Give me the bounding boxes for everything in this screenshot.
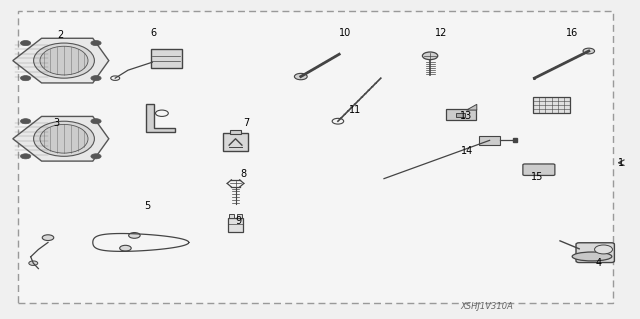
Ellipse shape bbox=[595, 245, 612, 254]
FancyBboxPatch shape bbox=[223, 133, 248, 151]
Polygon shape bbox=[146, 104, 175, 132]
Circle shape bbox=[91, 41, 101, 46]
Text: 9: 9 bbox=[236, 217, 242, 226]
FancyBboxPatch shape bbox=[576, 243, 614, 263]
Text: 16: 16 bbox=[566, 28, 579, 38]
Text: 3: 3 bbox=[53, 118, 60, 128]
FancyBboxPatch shape bbox=[446, 109, 476, 120]
Text: XSHJ1V310A: XSHJ1V310A bbox=[460, 302, 513, 311]
FancyBboxPatch shape bbox=[151, 49, 182, 68]
Ellipse shape bbox=[40, 46, 88, 75]
Text: 4: 4 bbox=[595, 258, 602, 268]
Bar bbox=[230, 130, 241, 134]
FancyBboxPatch shape bbox=[18, 11, 613, 303]
Text: 6: 6 bbox=[150, 28, 157, 38]
Circle shape bbox=[294, 73, 307, 80]
Circle shape bbox=[91, 76, 101, 81]
Circle shape bbox=[42, 235, 54, 241]
Circle shape bbox=[91, 119, 101, 124]
Text: 1: 1 bbox=[618, 158, 624, 168]
Circle shape bbox=[20, 154, 31, 159]
Text: 7: 7 bbox=[243, 118, 250, 128]
Circle shape bbox=[583, 48, 595, 54]
Text: 11: 11 bbox=[349, 105, 361, 115]
Text: 10: 10 bbox=[339, 28, 351, 38]
Polygon shape bbox=[467, 104, 477, 110]
Circle shape bbox=[422, 52, 438, 60]
Text: 14: 14 bbox=[461, 146, 473, 156]
Polygon shape bbox=[13, 116, 109, 161]
Circle shape bbox=[20, 119, 31, 124]
Polygon shape bbox=[13, 38, 109, 83]
Ellipse shape bbox=[572, 252, 612, 261]
Bar bbox=[237, 214, 242, 218]
Bar bbox=[456, 113, 465, 117]
Circle shape bbox=[20, 76, 31, 81]
Text: 15: 15 bbox=[531, 172, 543, 182]
FancyBboxPatch shape bbox=[523, 164, 555, 175]
Ellipse shape bbox=[40, 124, 88, 153]
FancyBboxPatch shape bbox=[228, 218, 243, 232]
FancyBboxPatch shape bbox=[479, 136, 500, 145]
Text: 8: 8 bbox=[240, 169, 246, 179]
Text: 13: 13 bbox=[460, 111, 472, 121]
Circle shape bbox=[129, 233, 140, 238]
Circle shape bbox=[120, 245, 131, 251]
Text: 2: 2 bbox=[58, 30, 64, 40]
Text: 12: 12 bbox=[435, 28, 447, 38]
Text: 5: 5 bbox=[144, 201, 150, 211]
Circle shape bbox=[20, 41, 31, 46]
Circle shape bbox=[29, 261, 38, 265]
Bar bbox=[229, 214, 234, 218]
Ellipse shape bbox=[34, 121, 95, 156]
Bar bbox=[533, 97, 570, 113]
Circle shape bbox=[91, 154, 101, 159]
Ellipse shape bbox=[34, 43, 95, 78]
